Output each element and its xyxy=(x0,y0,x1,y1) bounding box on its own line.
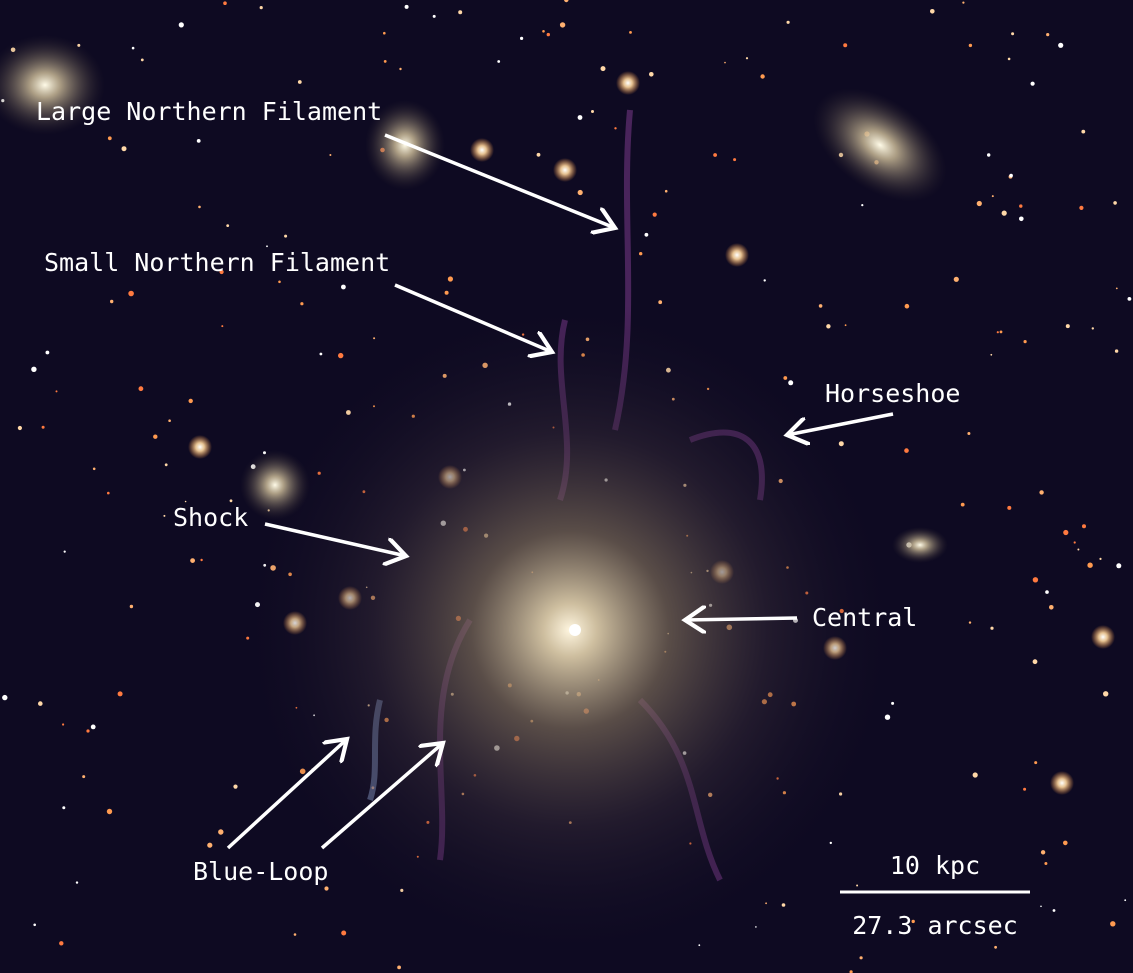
astronomical-image: Large Northern Filament Small Northern F… xyxy=(0,0,1133,973)
arrow xyxy=(685,618,797,620)
annotation-label: Central xyxy=(812,603,917,632)
annotation-label: Blue-Loop xyxy=(193,857,328,886)
annotation-label: Shock xyxy=(173,503,248,532)
annotation-label: Horseshoe xyxy=(825,379,960,408)
nucleus xyxy=(569,624,581,636)
annotation-label: Small Northern Filament xyxy=(44,248,390,277)
central-galaxy-glow xyxy=(0,0,1133,973)
galaxy xyxy=(892,527,948,563)
galaxy xyxy=(240,450,310,520)
scale-bar-label: 10 kpc xyxy=(890,851,980,880)
annotation-label: Large Northern Filament xyxy=(36,97,382,126)
scale-bar-label: 27.3 arcsec xyxy=(852,911,1018,940)
